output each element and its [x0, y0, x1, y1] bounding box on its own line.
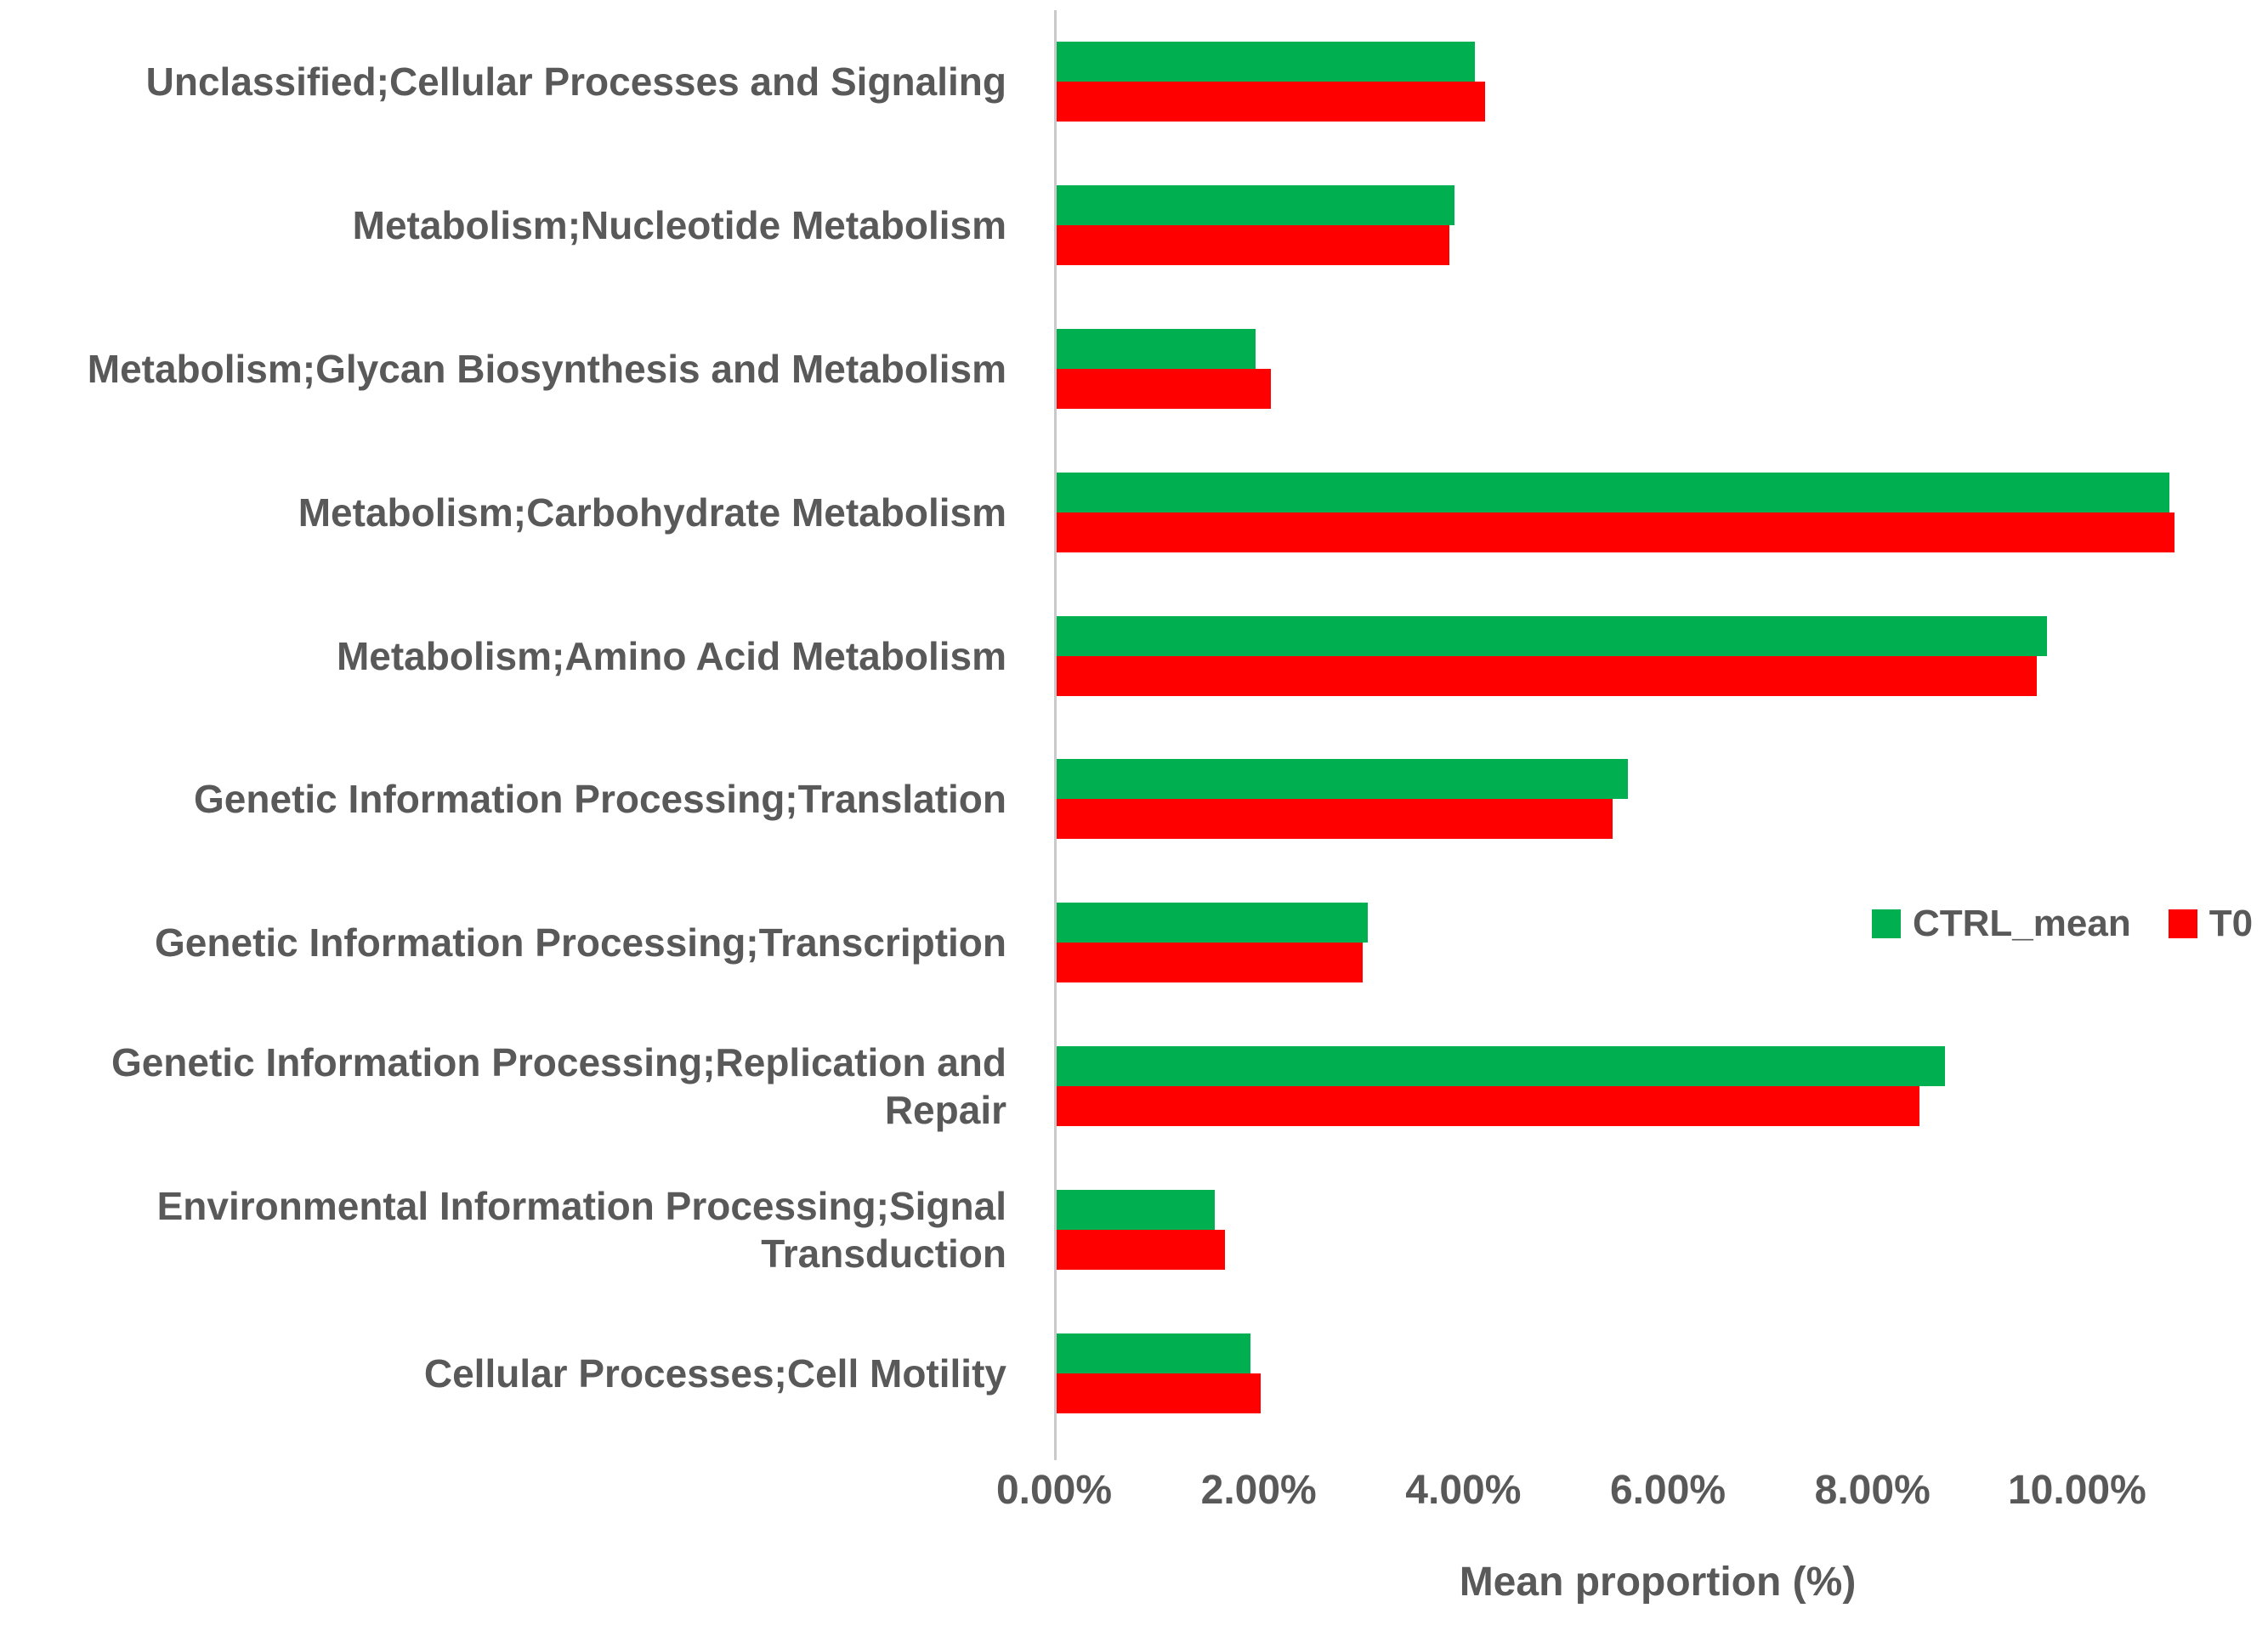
t0-bar: [1057, 799, 1613, 840]
ctrl-mean-bar: [1057, 472, 2169, 512]
bar-group: [1057, 1301, 2261, 1445]
category-label: Genetic Information Processing;Replicati…: [111, 1039, 1006, 1132]
ctrl-mean-bar: [1057, 615, 2047, 656]
category-label: Cellular Processes;Cell Motility: [423, 1350, 1006, 1396]
ctrl-mean-bar: [1057, 185, 1455, 226]
bar-group: [1057, 10, 2261, 154]
category-label: Environmental Information Processing;Sig…: [156, 1183, 1006, 1276]
x-tick-label: 8.00%: [1814, 1468, 1931, 1513]
category-label: Metabolism;Nucleotide Metabolism: [352, 203, 1006, 248]
ctrl-mean-bar: [1057, 1045, 1945, 1086]
bar-group: [1057, 1015, 2261, 1158]
legend: CTRL_mean T0: [1872, 903, 2253, 945]
legend-swatch-icon: [1872, 909, 1901, 938]
t0-bar: [1057, 512, 2174, 552]
legend-label: CTRL_mean: [1913, 903, 2131, 944]
x-tick-label: 10.00%: [2007, 1468, 2146, 1513]
category-label: Genetic Information Processing;Translati…: [194, 777, 1006, 822]
legend-swatch-icon: [2168, 909, 2197, 938]
category-labels: Unclassified;Cellular Processes and Sign…: [0, 10, 1030, 1445]
legend-label: T0: [2208, 903, 2254, 944]
ctrl-mean-bar: [1057, 42, 1476, 82]
x-tick-label: 4.00%: [1405, 1468, 1522, 1513]
t0-bar: [1057, 655, 2037, 696]
ctrl-mean-bar: [1057, 1333, 1251, 1373]
zero-axis-tick: [1054, 1445, 1057, 1460]
t0-bar: [1057, 1085, 1919, 1126]
category-label: Unclassified;Cellular Processes and Sign…: [145, 59, 1006, 105]
bar-group: [1057, 154, 2261, 297]
t0-bar: [1057, 943, 1364, 983]
ctrl-mean-bar: [1057, 1189, 1216, 1230]
legend-item: CTRL_mean: [1872, 903, 2131, 945]
bar-rows: [1057, 10, 2261, 1445]
bar-group: [1057, 1158, 2261, 1301]
x-axis-ticks: 0.00% 2.00% 4.00% 6.00% 8.00% 10.00%: [996, 1467, 2261, 1520]
t0-bar: [1057, 1229, 1226, 1270]
ctrl-mean-bar: [1057, 328, 1256, 369]
t0-bar: [1057, 82, 1486, 122]
ctrl-mean-bar: [1057, 759, 1629, 800]
bar-group: [1057, 871, 2261, 1015]
category-label: Metabolism;Carbohydrate Metabolism: [298, 490, 1006, 535]
x-tick-label: 0.00%: [995, 1468, 1113, 1513]
bar-group: [1057, 584, 2261, 728]
t0-bar: [1057, 225, 1450, 266]
x-tick-label: 2.00%: [1200, 1468, 1317, 1513]
x-axis-title: Mean proportion (%): [1459, 1560, 1857, 1605]
category-label: Metabolism;Glycan Biosynthesis and Metab…: [87, 346, 1006, 391]
bar-group: [1057, 728, 2261, 871]
bar-group: [1057, 440, 2261, 584]
t0-bar: [1057, 368, 1272, 409]
ctrl-mean-bar: [1057, 903, 1369, 943]
category-label: Metabolism;Amino Acid Metabolism: [336, 633, 1006, 678]
t0-bar: [1057, 1373, 1262, 1413]
x-tick-label: 6.00%: [1609, 1468, 1727, 1513]
legend-item: T0: [2168, 903, 2254, 945]
bar-group: [1057, 297, 2261, 441]
category-label: Genetic Information Processing;Transcrip…: [155, 920, 1006, 965]
plot-area: [1054, 10, 2261, 1460]
